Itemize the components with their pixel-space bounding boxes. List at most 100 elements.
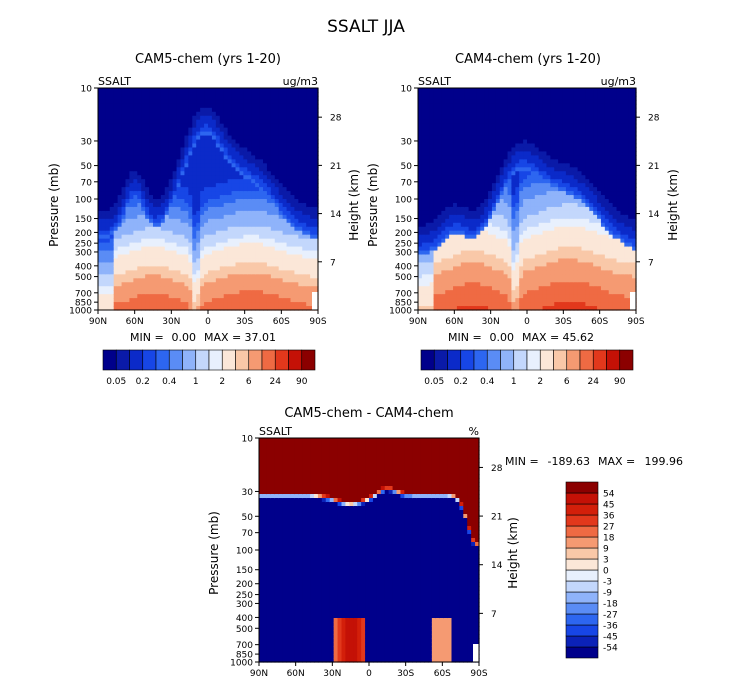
contour-cell <box>472 262 477 267</box>
contour-cell <box>278 139 284 145</box>
contour-cell <box>172 139 178 145</box>
contour-cell <box>172 183 178 188</box>
contour-cell <box>456 282 462 287</box>
contour-cell <box>519 139 524 145</box>
contour-cell <box>235 163 241 168</box>
contour-cell <box>204 111 209 117</box>
contour-cell <box>274 210 280 216</box>
contour-cell <box>278 107 284 113</box>
contour-cell <box>180 88 186 93</box>
contour-cell <box>204 274 209 279</box>
contour-cell <box>141 302 146 307</box>
contour-cell <box>278 266 284 271</box>
contour-cell <box>153 111 158 117</box>
contour-cell <box>215 262 221 267</box>
contour-cell <box>266 214 272 220</box>
contour-cell <box>145 155 150 160</box>
contour-cell <box>425 294 431 299</box>
contour-cell <box>259 131 264 137</box>
contour-cell <box>437 175 442 180</box>
contour-cell <box>425 290 431 295</box>
contour-cell <box>538 99 544 105</box>
contour-cell <box>519 131 524 137</box>
contour-cell <box>188 302 193 307</box>
contour-cell <box>421 159 427 164</box>
contour-cell <box>453 199 458 204</box>
contour-cell <box>480 246 485 252</box>
contour-cell <box>164 250 170 256</box>
contour-cell <box>515 222 520 228</box>
contour-cell <box>302 282 307 287</box>
contour-cell <box>468 119 474 125</box>
contour-cell <box>527 119 532 125</box>
contour-cell <box>488 306 493 311</box>
contour-cell <box>294 294 299 299</box>
contour-cell <box>488 155 493 160</box>
contour-cell <box>266 238 272 244</box>
contour-cell <box>231 290 237 295</box>
contour-cell <box>294 163 299 168</box>
contour-cell <box>523 206 528 212</box>
contour-cell <box>534 139 540 145</box>
contour-cell <box>176 147 182 153</box>
contour-cell <box>476 183 481 188</box>
contour-cell <box>117 91 123 97</box>
contour-cell <box>204 155 209 160</box>
contour-cell <box>511 274 516 279</box>
contour-cell <box>235 135 241 141</box>
contour-cell <box>491 99 497 105</box>
contour-cell <box>274 238 280 244</box>
contour-cell <box>468 95 474 101</box>
contour-cell <box>274 230 280 236</box>
contour-cell <box>472 195 477 200</box>
contour-cell <box>437 91 442 97</box>
contour-cell <box>523 127 528 133</box>
contour-cell <box>534 278 540 283</box>
contour-cell <box>227 187 233 192</box>
contour-cell <box>310 195 315 200</box>
contour-cell <box>314 195 319 200</box>
contour-cell <box>429 298 435 303</box>
contour-cell <box>278 234 284 240</box>
contour-cell <box>286 250 292 256</box>
contour-cell <box>298 226 303 232</box>
contour-cell <box>472 155 477 160</box>
contour-cell <box>441 202 446 208</box>
contour-cell <box>263 278 268 283</box>
contour-cell <box>223 250 229 256</box>
contour-cell <box>98 107 103 113</box>
contour-cell <box>534 119 540 125</box>
contour-cell <box>480 175 485 180</box>
contour-cell <box>153 298 158 303</box>
contour-cell <box>437 222 442 228</box>
contour-cell <box>129 266 134 271</box>
contour-cell <box>263 302 268 307</box>
contour-cell <box>418 103 423 109</box>
contour-cell <box>266 115 272 121</box>
contour-cell <box>200 298 205 303</box>
contour-cell <box>484 131 489 137</box>
contour-cell <box>160 274 166 279</box>
contour-cell <box>294 99 299 105</box>
contour-cell <box>270 298 276 303</box>
contour-cell <box>437 266 442 271</box>
contour-cell <box>105 226 111 232</box>
contour-cell <box>499 143 505 149</box>
contour-cell <box>263 191 268 196</box>
contour-cell <box>270 258 276 264</box>
contour-cell <box>204 139 209 145</box>
contour-cell <box>149 175 154 180</box>
contour-cell <box>449 147 454 153</box>
contour-cell <box>495 202 501 208</box>
contour-cell <box>247 222 252 228</box>
contour-cell <box>255 206 260 212</box>
contour-cell <box>259 187 264 192</box>
contour-cell <box>282 234 288 240</box>
contour-cell <box>464 163 470 168</box>
contour-cell <box>215 99 221 105</box>
contour-cell <box>98 214 103 220</box>
contour-cell <box>259 226 264 232</box>
contour-cell <box>519 88 524 93</box>
contour-cell <box>449 179 454 184</box>
contour-cell <box>534 222 540 228</box>
